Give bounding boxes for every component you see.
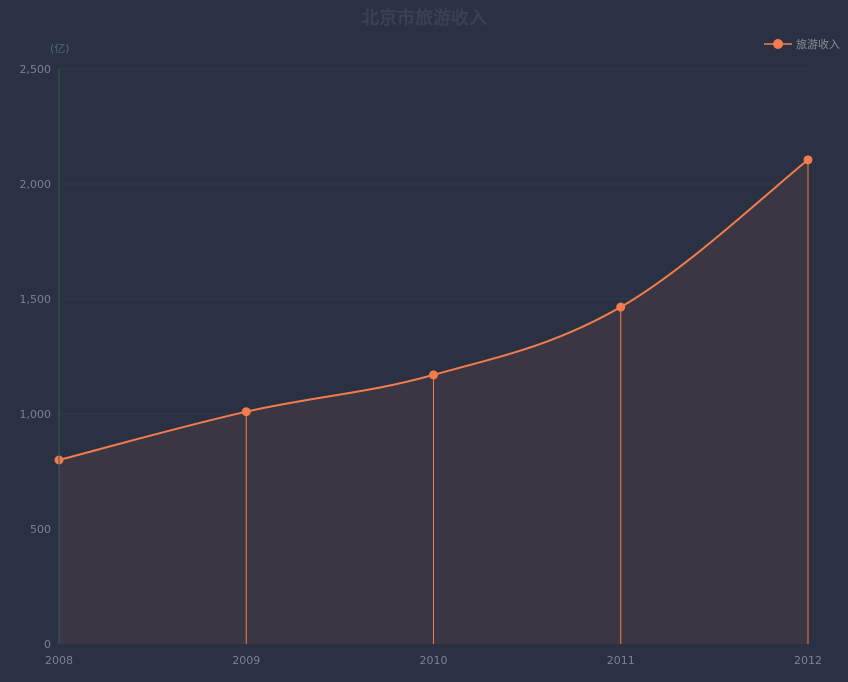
x-tick-label: 2009 <box>232 654 260 667</box>
y-tick-label: 0 <box>44 638 51 651</box>
x-axis-ticks: 2008 2009 2010 2011 2012 <box>45 654 822 667</box>
data-point[interactable] <box>241 407 251 417</box>
data-points <box>54 155 813 465</box>
legend-marker-icon <box>773 39 783 49</box>
data-point[interactable] <box>803 155 813 165</box>
legend[interactable]: 旅游收入 <box>764 37 840 51</box>
series-line-layer <box>58 159 809 461</box>
y-tick-label: 2,000 <box>20 178 52 191</box>
data-point[interactable] <box>429 370 438 380</box>
x-tick-label: 2010 <box>420 654 448 667</box>
y-tick-label: 500 <box>30 523 51 536</box>
x-tick-label: 2011 <box>607 654 635 667</box>
x-tick-label: 2012 <box>794 654 822 667</box>
legend-label: 旅游收入 <box>796 37 840 51</box>
x-tick-label: 2008 <box>45 654 73 667</box>
data-point[interactable] <box>616 302 626 312</box>
y-tick-label: 2,500 <box>20 63 52 76</box>
y-tick-label: 1,500 <box>20 293 52 306</box>
y-tick-label: 1,000 <box>20 408 52 421</box>
y-axis-ticks: 0 500 1,000 1,500 2,000 2,500 <box>20 63 52 651</box>
series-line <box>58 159 809 461</box>
y-axis-unit: (亿) <box>50 42 70 55</box>
chart-title: 北京市旅游收入 <box>361 7 487 29</box>
